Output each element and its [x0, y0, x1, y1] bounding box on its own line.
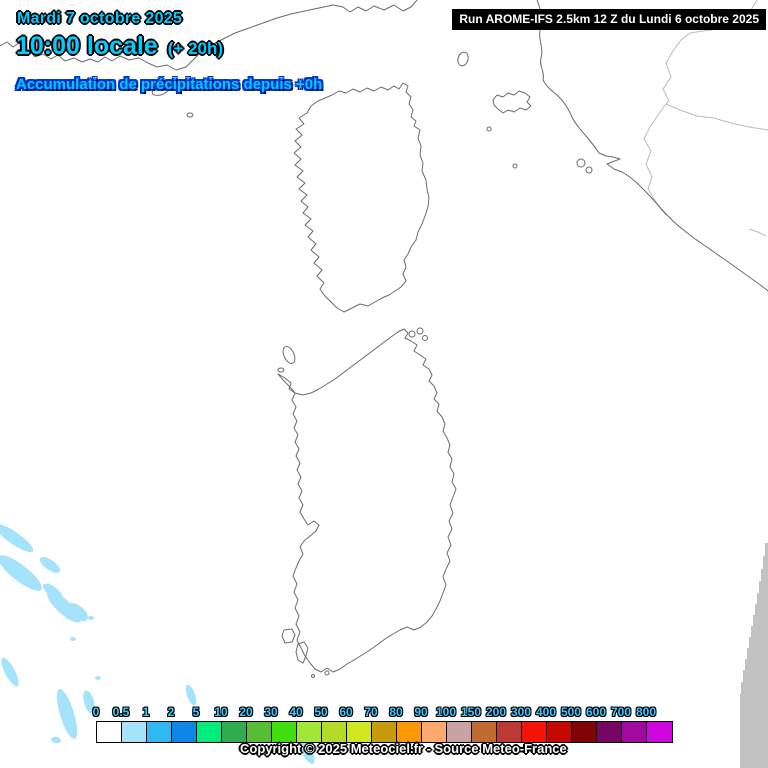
precip-patch — [185, 684, 197, 706]
scale-cell — [597, 722, 622, 742]
scale-label: 40 — [289, 705, 303, 719]
run-banner: Run AROME-IFS 2.5km 12 Z du Lundi 6 octo… — [452, 9, 766, 30]
scale-cell — [397, 722, 422, 742]
date-title: Mardi 7 octobre 2025 — [17, 10, 183, 27]
scale-label: 1 — [142, 705, 150, 719]
scale-bar — [96, 721, 673, 743]
riviera-coastline — [0, 0, 418, 71]
maddalena-island — [416, 327, 424, 335]
time-title: 10:00 locale (+ 20h) — [16, 32, 223, 61]
maddalena-island — [422, 335, 428, 341]
asinara-island — [277, 367, 285, 373]
precip-patch — [56, 689, 78, 739]
italy-coastline — [536, 0, 768, 292]
precipitation-patches — [0, 523, 315, 764]
elba-island — [492, 90, 532, 114]
asinara-island — [282, 346, 296, 364]
riviera-islet — [186, 112, 194, 118]
precip-patch — [0, 555, 42, 591]
precip-patch — [83, 690, 95, 714]
scale-cell — [247, 722, 272, 742]
precip-patch — [70, 637, 76, 641]
sant-antioco-island — [295, 641, 309, 664]
scale-label: 70 — [364, 705, 378, 719]
scale-label: 60 — [339, 705, 353, 719]
scale-label: 5 — [192, 705, 200, 719]
scale-cell — [472, 722, 497, 742]
scale-label: 150 — [460, 705, 482, 719]
scale-label: 0 — [92, 705, 100, 719]
precip-patch — [95, 676, 101, 680]
precip-patch — [299, 740, 315, 764]
scale-cell — [222, 722, 247, 742]
scale-label: 400 — [535, 705, 557, 719]
copyright-text: Copyright © 2025 Meteociel.fr - Source M… — [240, 741, 567, 756]
admin-boundaries — [643, 0, 768, 237]
scale-label: 2 — [167, 705, 175, 719]
forecast-offset: (+ 20h) — [167, 39, 224, 58]
small-island — [324, 670, 330, 676]
giglio-island — [585, 166, 593, 174]
capraia-island — [457, 51, 469, 67]
scale-label: 200 — [485, 705, 507, 719]
model-domain-mask — [740, 543, 768, 768]
montecristo-island — [576, 158, 586, 168]
scale-cell — [622, 722, 647, 742]
scale-label: 300 — [510, 705, 532, 719]
scale-label: 500 — [560, 705, 582, 719]
scale-label: 0.5 — [112, 705, 130, 719]
precip-patch — [88, 616, 94, 620]
parameter-title: Accumulation de précipitations depuis +0… — [16, 76, 323, 93]
scale-label: 80 — [389, 705, 403, 719]
precip-patch — [51, 736, 61, 744]
scale-cell — [147, 722, 172, 742]
scale-cell — [272, 722, 297, 742]
scale-label: 600 — [585, 705, 607, 719]
corsica-coastline — [293, 82, 430, 313]
local-time: 10:00 locale — [16, 32, 158, 60]
scale-cell — [572, 722, 597, 742]
coastlines — [0, 0, 768, 678]
riviera-islet — [151, 86, 169, 96]
scale-cell — [372, 722, 397, 742]
scale-cell — [322, 722, 347, 742]
scale-cell — [522, 722, 547, 742]
scale-label: 50 — [314, 705, 328, 719]
scale-label: 100 — [435, 705, 457, 719]
scale-cell — [347, 722, 372, 742]
scale-cell — [172, 722, 197, 742]
precip-patch — [39, 556, 61, 574]
precip-patch — [68, 603, 88, 621]
scale-cell — [122, 722, 147, 742]
scale-cell — [497, 722, 522, 742]
scale-cell — [447, 722, 472, 742]
scale-cell — [647, 722, 672, 742]
sardinia-coastline — [277, 328, 457, 673]
scale-label: 20 — [239, 705, 253, 719]
scale-cell — [197, 722, 222, 742]
scale-label: 10 — [214, 705, 228, 719]
san-pietro-island — [281, 628, 296, 644]
cerboli-island — [512, 163, 518, 169]
scale-label: 90 — [414, 705, 428, 719]
scale-cell — [297, 722, 322, 742]
scale-label: 30 — [264, 705, 278, 719]
palmaiola-island — [486, 126, 492, 132]
scale-cell — [422, 722, 447, 742]
scale-label: 700 — [610, 705, 632, 719]
scale-label: 800 — [635, 705, 657, 719]
scale-cell — [97, 722, 122, 742]
precip-patch — [1, 657, 19, 687]
scale-cell — [547, 722, 572, 742]
maddalena-island — [408, 330, 416, 338]
small-island — [311, 674, 315, 678]
precip-patch — [0, 523, 34, 553]
